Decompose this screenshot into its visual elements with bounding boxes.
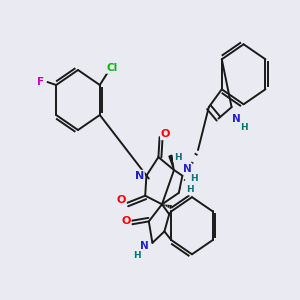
Text: O: O (121, 216, 131, 226)
Polygon shape (169, 155, 174, 170)
Text: H: H (174, 153, 182, 162)
Text: H: H (186, 185, 194, 194)
Text: O: O (161, 129, 170, 139)
Text: H: H (240, 123, 248, 132)
Text: N: N (140, 241, 148, 251)
Text: Cl: Cl (106, 63, 117, 73)
Text: H: H (190, 174, 198, 183)
Text: N: N (232, 114, 241, 124)
Text: O: O (116, 195, 126, 205)
Text: N: N (183, 164, 192, 174)
Text: H: H (133, 251, 141, 260)
Text: F: F (37, 77, 44, 87)
Text: N: N (135, 171, 144, 181)
